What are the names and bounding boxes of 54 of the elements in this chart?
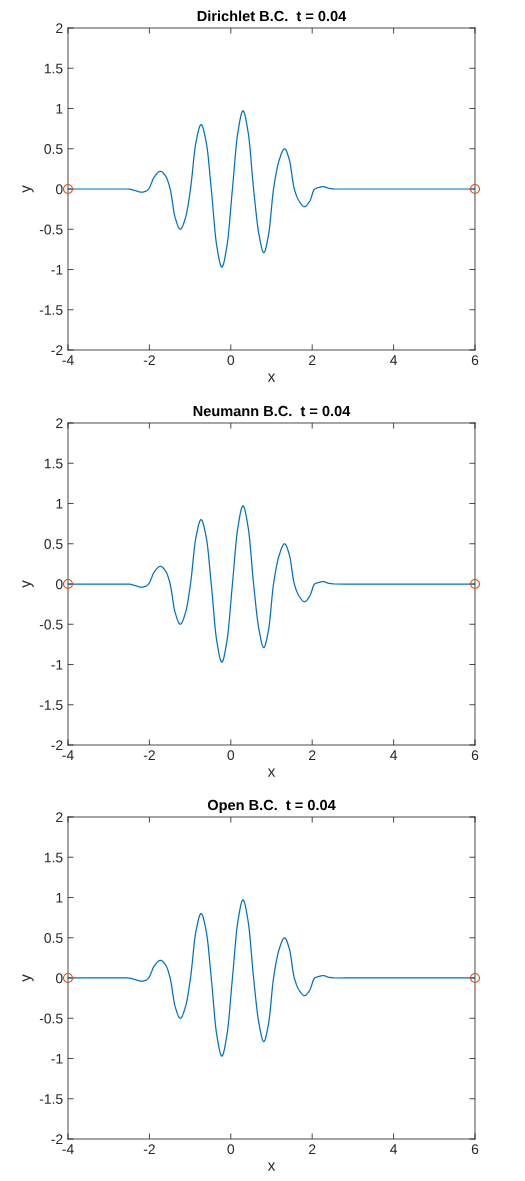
y-tick-label: 1 <box>56 498 63 509</box>
y-tick-label: 1.5 <box>44 63 63 74</box>
x-tick-label: 0 <box>227 1144 235 1155</box>
chart-title: Open B.C. t = 0.04 <box>207 799 336 814</box>
y-tick-label: -1.5 <box>39 1094 63 1104</box>
y-tick-label: -1.5 <box>39 305 63 315</box>
y-tick-label: -1 <box>51 1053 63 1064</box>
y-tick-label: 1.5 <box>44 458 63 469</box>
y-tick-label: 0.5 <box>44 933 63 943</box>
y-tick-label: 0 <box>55 973 63 984</box>
x-axis-title: x <box>267 1162 276 1171</box>
x-tick-label: -2 <box>143 355 155 365</box>
x-tick-label: 0 <box>227 355 235 366</box>
y-tick-label: 1 <box>56 103 63 114</box>
y-tick-label: 0 <box>55 579 63 590</box>
y-tick-label: 0.5 <box>44 144 63 154</box>
chart-title: Neumann B.C. t = 0.04 <box>193 405 351 417</box>
x-tick-label: 6 <box>471 355 479 366</box>
x-tick-label: -4 <box>62 355 74 365</box>
x-tick-label: 2 <box>309 750 316 760</box>
y-tick-label: 0 <box>55 184 63 195</box>
y-axis-title: y <box>22 185 34 193</box>
x-tick-label: 0 <box>227 750 235 761</box>
y-tick-label: -1 <box>51 659 63 670</box>
x-tick-label: -4 <box>62 750 74 760</box>
y-tick-label: -1 <box>51 264 63 275</box>
y-tick-label: -0.5 <box>39 619 63 630</box>
y-tick-label: 2 <box>56 23 63 34</box>
y-tick-label: 2 <box>56 418 63 429</box>
y-tick-label: 2 <box>56 812 63 823</box>
y-tick-label: -1.5 <box>39 700 63 710</box>
x-tick-label: 6 <box>471 1144 479 1155</box>
x-axis-title: x <box>267 373 276 382</box>
y-tick-label: -0.5 <box>39 224 63 235</box>
y-axis-title: y <box>22 974 34 982</box>
x-tick-label: 4 <box>390 355 398 365</box>
y-axis-title: y <box>22 580 34 588</box>
x-tick-label: 2 <box>309 355 316 365</box>
x-tick-label: 4 <box>390 1144 398 1154</box>
y-tick-label: 1.5 <box>44 852 63 863</box>
x-tick-label: 4 <box>390 750 398 760</box>
x-tick-label: -4 <box>62 1144 74 1154</box>
y-tick-label: 0.5 <box>44 539 63 549</box>
y-tick-label: 1 <box>56 892 63 903</box>
chart-title: Dirichlet B.C. t = 0.04 <box>197 10 347 22</box>
x-axis-title: x <box>267 768 276 777</box>
y-tick-label: -2 <box>51 1134 63 1145</box>
y-tick-label: -2 <box>51 345 63 356</box>
y-tick-label: -2 <box>51 740 63 751</box>
x-tick-label: -2 <box>143 1144 155 1154</box>
x-tick-label: 2 <box>309 1144 316 1154</box>
x-tick-label: 6 <box>471 750 479 761</box>
x-tick-label: -2 <box>143 750 155 760</box>
y-tick-label: -0.5 <box>39 1013 63 1024</box>
